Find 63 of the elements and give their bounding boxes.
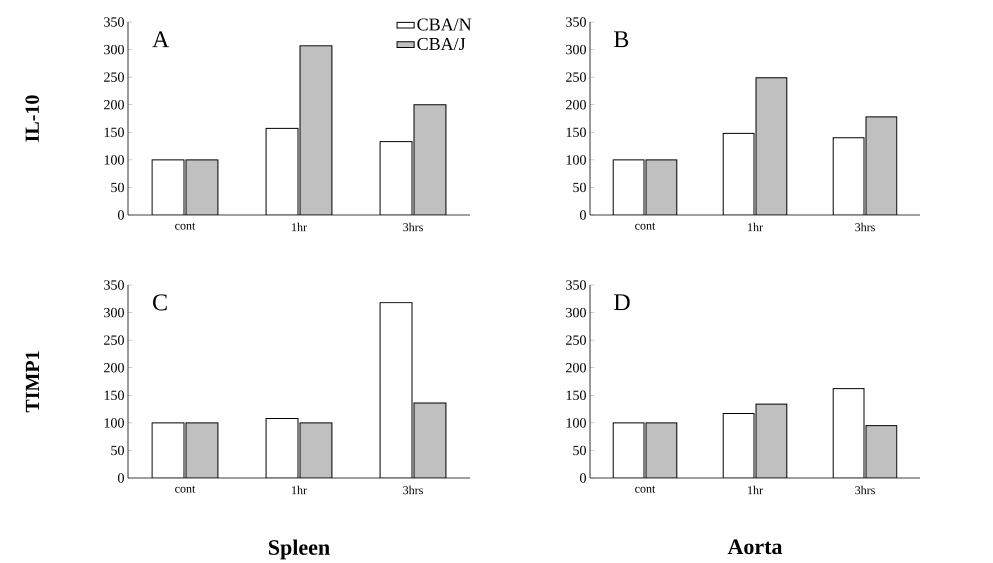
- x-tick-label: cont: [175, 486, 196, 493]
- y-tick-label: 200: [566, 362, 586, 372]
- bar: [186, 422, 218, 478]
- bar: [414, 402, 446, 478]
- bar: [186, 159, 218, 215]
- x-tick-label: 3hrs: [855, 222, 875, 232]
- y-tick-label: 300: [566, 44, 586, 54]
- annotation: B: [614, 31, 628, 48]
- y-tick-label: 150: [104, 390, 124, 400]
- legend-label: CBA/N: [417, 18, 472, 31]
- y-tick-label: 150: [566, 390, 586, 400]
- bar: [646, 159, 678, 215]
- y-tick-label: 50: [111, 182, 124, 192]
- y-tick-label: 100: [566, 155, 586, 165]
- bar: [866, 116, 898, 215]
- y-tick-label: 0: [118, 210, 124, 220]
- bar: [300, 45, 332, 215]
- annotation: D: [614, 294, 630, 310]
- x-tick-label: cont: [635, 486, 656, 493]
- y-tick-label: 250: [104, 335, 124, 345]
- y-tick-label: 200: [104, 362, 124, 372]
- legend-label: CBA/J: [417, 38, 466, 50]
- y-axis-title: TIMP1: [26, 351, 39, 412]
- y-tick-label: 200: [566, 100, 586, 110]
- x-tick-label: 1hr: [748, 486, 763, 494]
- y-tick-label: 50: [111, 446, 124, 456]
- y-tick-label: 150: [566, 128, 586, 138]
- y-tick-label: 250: [566, 72, 586, 82]
- y-tick-label: 100: [566, 418, 586, 428]
- x-tick-label: cont: [175, 222, 196, 230]
- x-tick-label: 3hrs: [403, 486, 423, 494]
- x-tick-label: 1hr: [292, 486, 307, 494]
- y-tick-label: 250: [104, 72, 124, 82]
- y-tick-label: 50: [573, 446, 586, 456]
- x-tick-label: 1hr: [748, 222, 763, 232]
- y-tick-label: 250: [566, 335, 586, 345]
- annotation: C: [153, 294, 167, 310]
- x-tick-label: cont: [635, 222, 656, 230]
- y-tick-label: 0: [580, 473, 586, 483]
- y-tick-label: 300: [104, 44, 124, 54]
- y-tick-label: 350: [566, 17, 586, 27]
- bar: [300, 422, 332, 478]
- y-tick-label: 50: [573, 182, 586, 192]
- x-tick-label: 3hrs: [403, 222, 423, 232]
- y-tick-label: 300: [566, 308, 586, 318]
- x-axis-title: Aorta: [728, 539, 782, 554]
- x-tick-label: 3hrs: [855, 486, 875, 494]
- y-tick-label: 200: [104, 100, 124, 110]
- bar: [756, 77, 788, 215]
- x-axis-title: Spleen: [269, 539, 330, 560]
- y-tick-label: 350: [104, 280, 124, 290]
- y-tick-label: 350: [104, 17, 124, 27]
- y-tick-label: 0: [118, 473, 124, 483]
- y-tick-label: 0: [580, 210, 586, 220]
- y-tick-label: 100: [104, 155, 124, 165]
- y-axis-title: IL-10: [25, 95, 39, 142]
- y-tick-label: 300: [104, 308, 124, 318]
- bar: [414, 104, 446, 215]
- annotation: A: [152, 31, 170, 48]
- y-tick-label: 150: [104, 128, 124, 138]
- x-tick-label: 1hr: [292, 222, 307, 232]
- y-tick-label: 100: [104, 418, 124, 428]
- y-tick-label: 350: [566, 280, 586, 290]
